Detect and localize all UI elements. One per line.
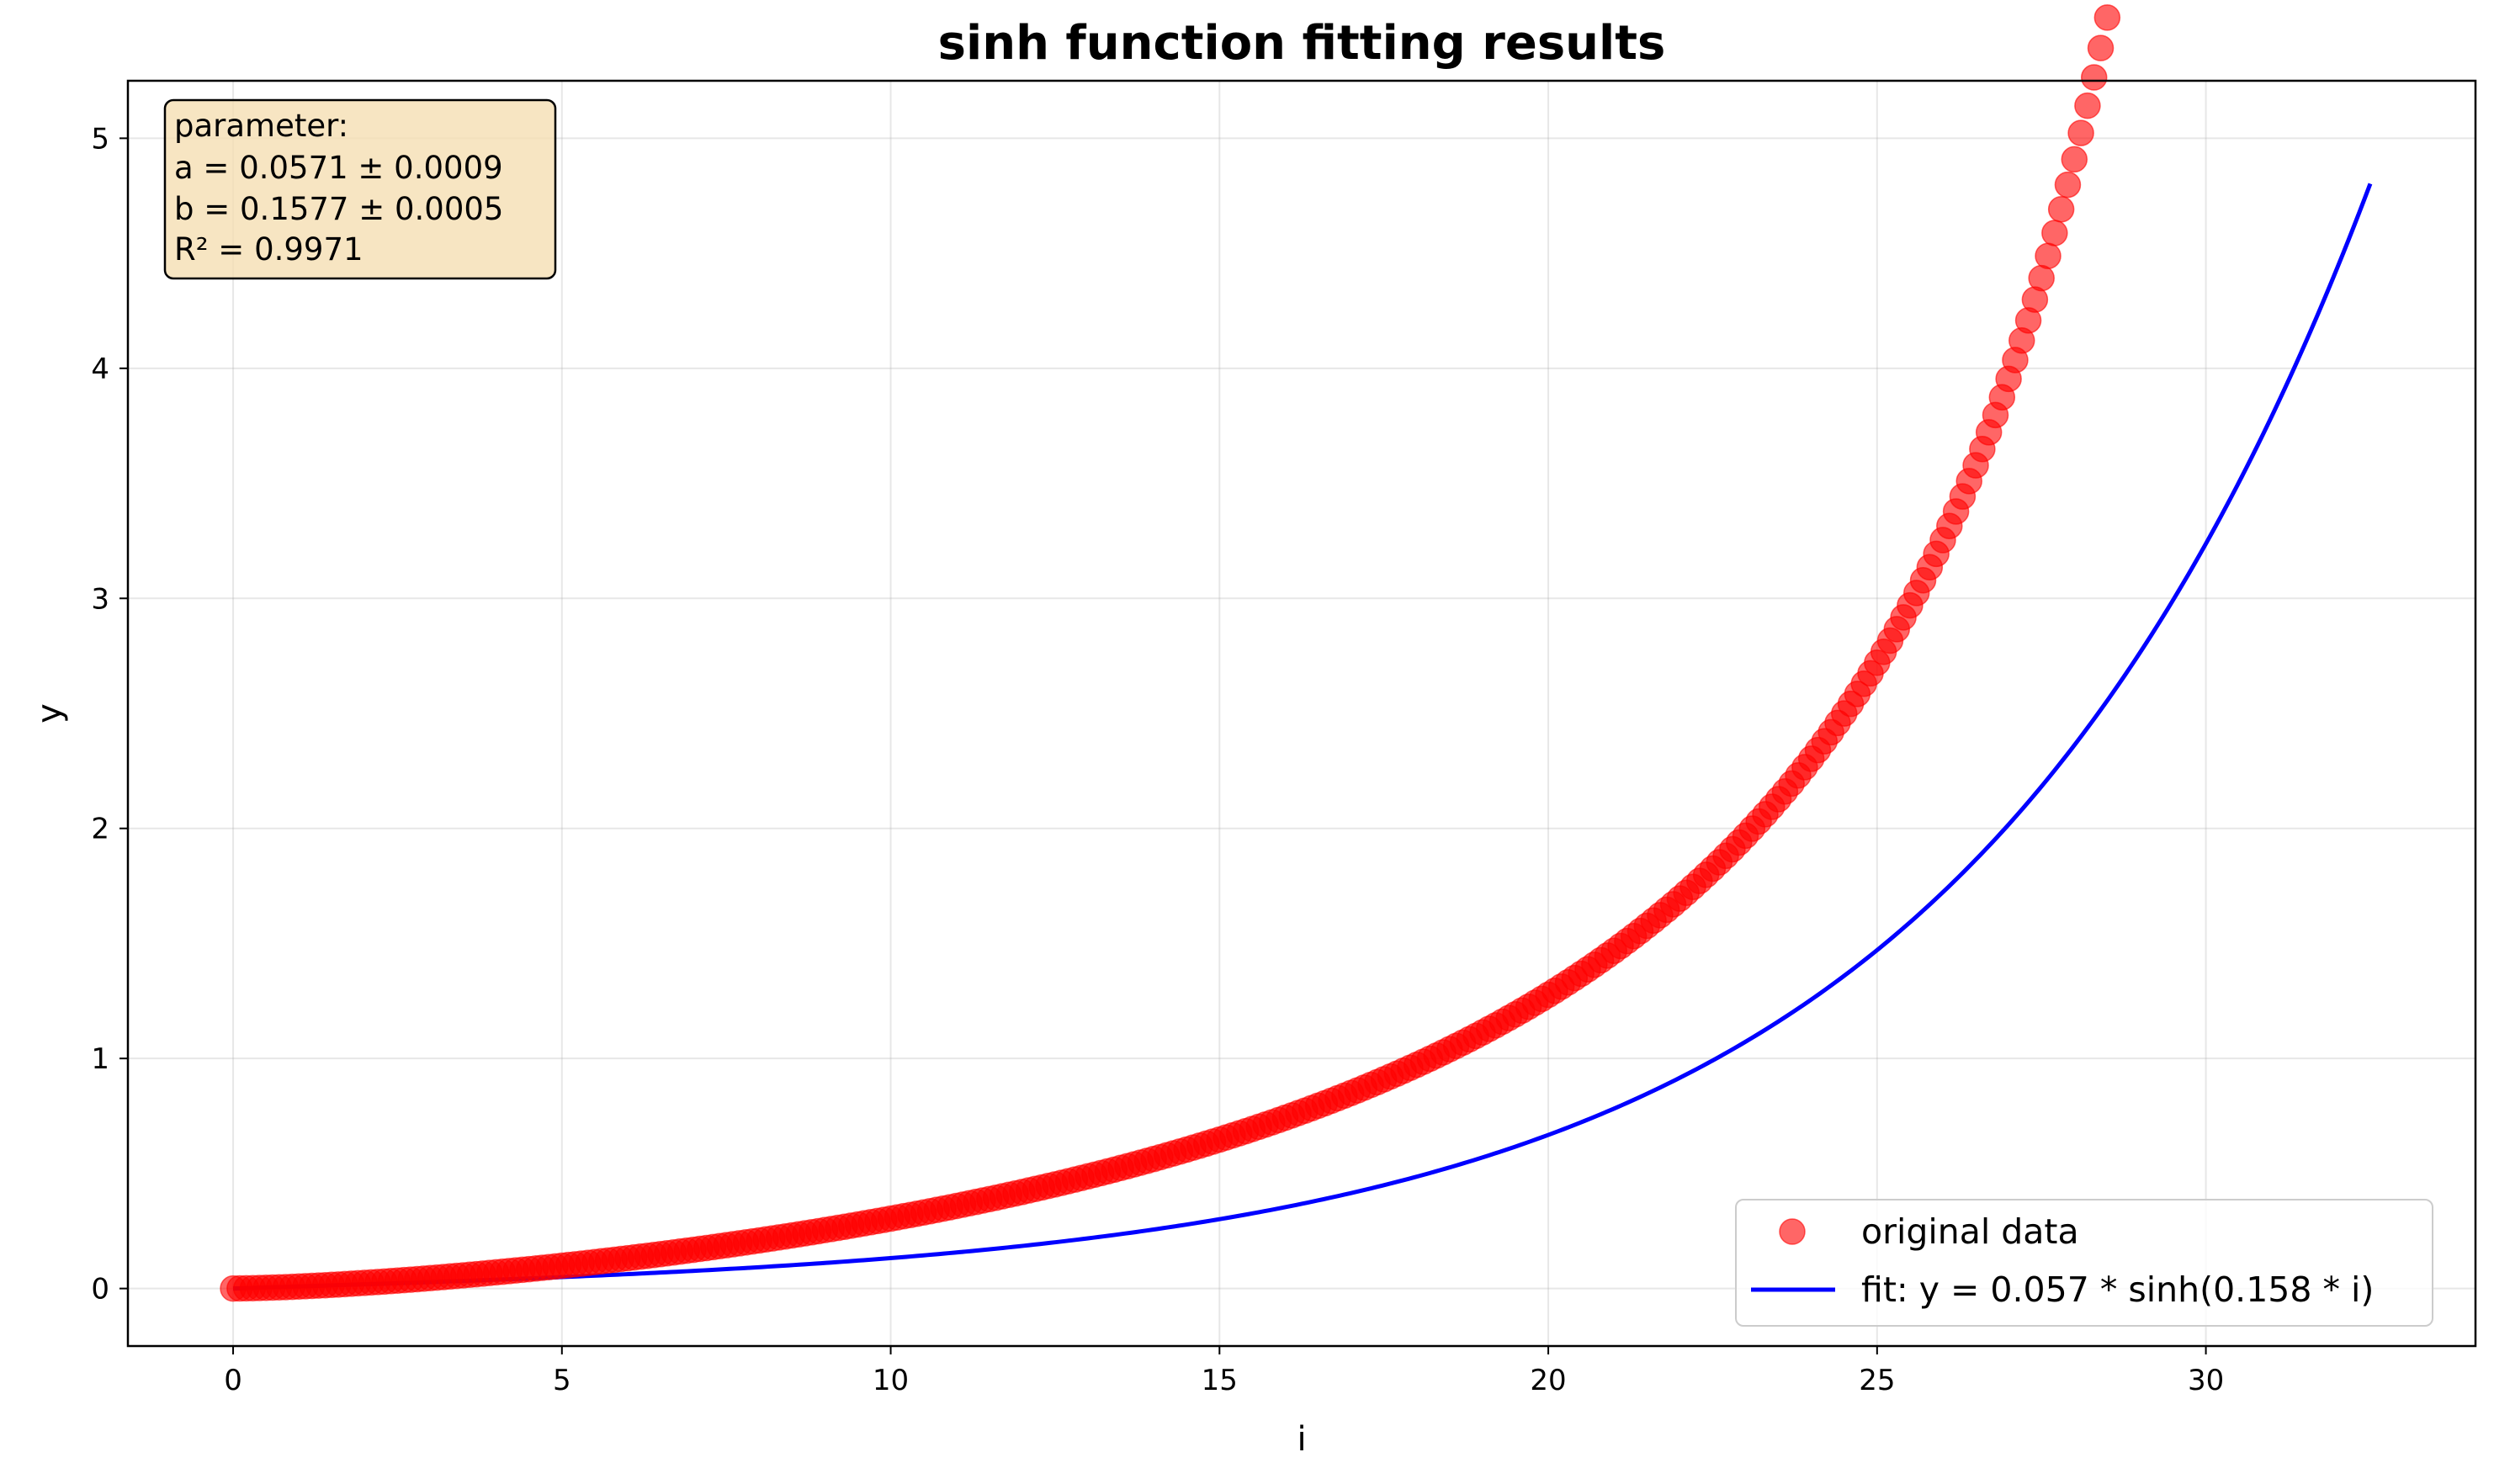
x-tick-label: 25: [1859, 1364, 1895, 1397]
x-tick-label: 10: [873, 1364, 909, 1397]
chart-title: sinh function fitting results: [938, 16, 1666, 71]
parameter-a: a = 0.0571 ± 0.0009: [174, 150, 503, 186]
data-point: [2093, 4, 2121, 31]
y-tick-label: 2: [91, 813, 109, 846]
x-tick-label: 5: [553, 1364, 571, 1397]
data-point: [2028, 264, 2055, 292]
legend: original data fit: y = 0.057 * sinh(0.15…: [1735, 1199, 2433, 1327]
legend-marker-original-data: [1779, 1218, 1806, 1245]
x-tick-label: 30: [2188, 1364, 2224, 1397]
x-tick-label: 20: [1530, 1364, 1566, 1397]
parameter-heading: parameter:: [174, 108, 348, 144]
data-point: [2061, 146, 2088, 173]
y-tick-label: 5: [91, 122, 109, 156]
data-point: [2054, 171, 2082, 199]
x-tick-label: 0: [224, 1364, 242, 1397]
y-tick-label: 0: [91, 1273, 109, 1306]
data-point: [2080, 64, 2108, 91]
plot-frame: [126, 79, 2477, 1348]
parameter-b: b = 0.1577 ± 0.0005: [174, 191, 503, 227]
parameter-box: parameter: a = 0.0571 ± 0.0009 b = 0.157…: [163, 98, 557, 280]
parameter-box-background: [163, 98, 557, 280]
x-tick-label: 15: [1202, 1364, 1238, 1397]
y-tick-label: 3: [91, 582, 109, 616]
legend-label-fit: fit: y = 0.057 * sinh(0.158 * i): [1861, 1269, 2374, 1310]
y-axis-ticks: 0 1 2 3 4 5: [91, 122, 128, 1306]
parameter-r-squared: R² = 0.9971: [174, 231, 363, 268]
x-axis-label: i: [1297, 1420, 1306, 1459]
x-axis-ticks: 0 5 10 15 20 25 30: [224, 1346, 2224, 1397]
data-point: [2087, 34, 2115, 61]
y-tick-label: 1: [91, 1042, 109, 1076]
legend-label-original-data: original data: [1861, 1211, 2079, 1252]
data-point: [2074, 92, 2101, 119]
data-point: [2067, 119, 2094, 146]
y-tick-label: 4: [91, 352, 109, 386]
y-axis-label: y: [30, 703, 69, 723]
data-point: [2035, 242, 2062, 269]
scatter-layer: [220, 4, 2121, 1302]
data-point: [2047, 196, 2075, 223]
data-point: [2041, 220, 2068, 246]
legend-background: [1735, 1199, 2433, 1327]
